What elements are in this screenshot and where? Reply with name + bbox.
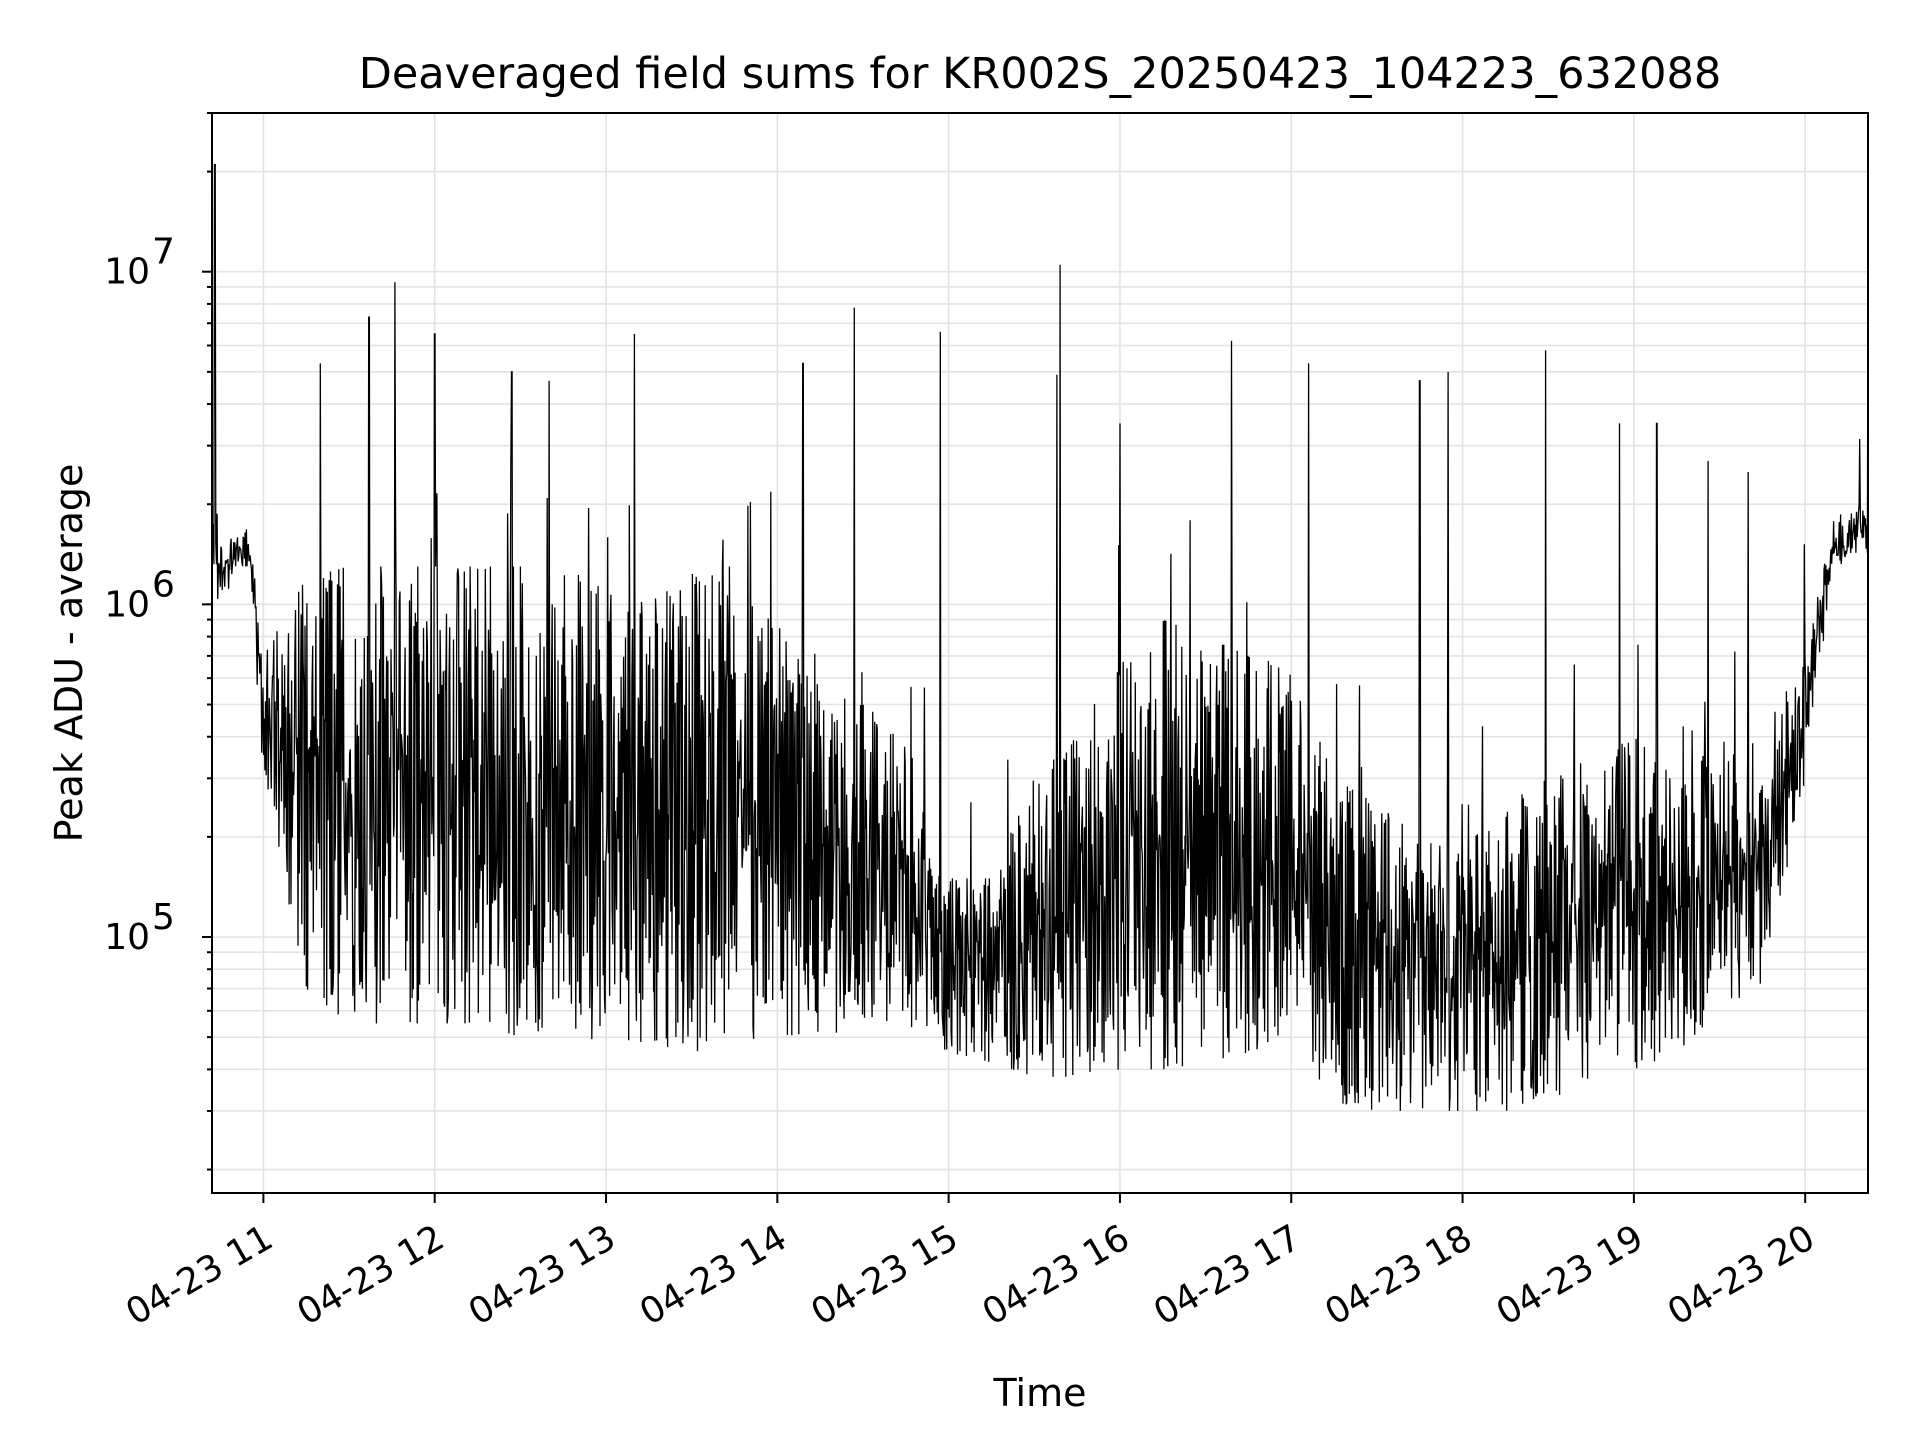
y-tick-label: 10 (104, 252, 150, 293)
x-tick-label: 04-23 11 (119, 1217, 280, 1333)
y-tick-label: 10 (104, 917, 150, 958)
x-tick-label: 04-23 15 (804, 1217, 965, 1333)
chart-title: Deaveraged field sums for KR002S_2025042… (359, 49, 1722, 99)
y-tick-label: 10 (104, 584, 150, 625)
x-tick-label: 04-23 12 (291, 1217, 452, 1333)
x-tick-label: 04-23 13 (462, 1217, 623, 1333)
x-tick-label: 04-23 19 (1490, 1217, 1651, 1333)
x-tick-label: 04-23 18 (1318, 1217, 1479, 1333)
x-axis-label: Time (993, 1371, 1087, 1415)
plot-frame (211, 112, 1869, 1194)
y-tick-label-exponent: 7 (152, 232, 175, 273)
x-tick-label: 04-23 16 (976, 1217, 1137, 1333)
x-tick-label: 04-23 20 (1661, 1217, 1822, 1333)
x-tick-label: 04-23 14 (633, 1217, 794, 1333)
y-axis-label: Peak ADU - average (47, 464, 91, 843)
x-tick-label: 04-23 17 (1147, 1217, 1308, 1333)
y-tick-label-exponent: 6 (152, 564, 175, 605)
y-tick-label-exponent: 5 (152, 897, 175, 938)
series-line (211, 163, 1869, 1111)
